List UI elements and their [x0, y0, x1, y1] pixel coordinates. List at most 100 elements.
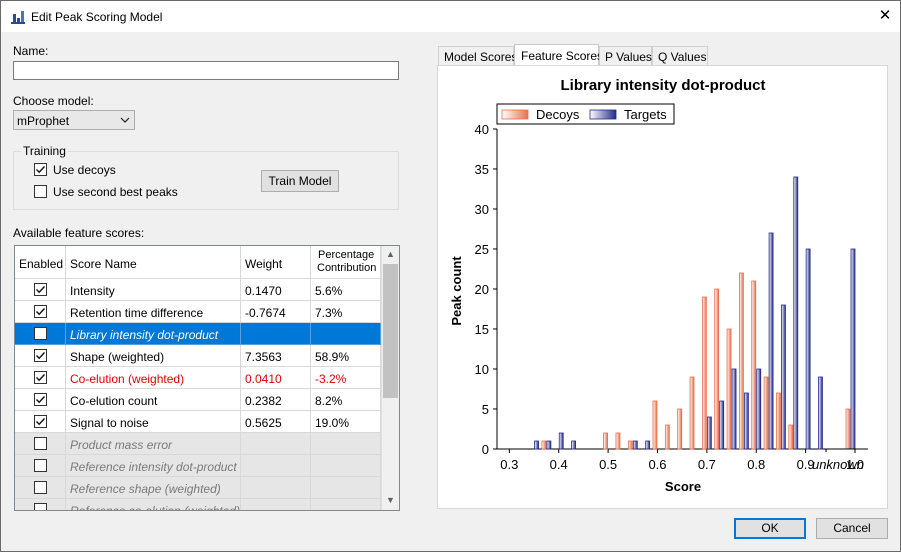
- train-model-button[interactable]: Train Model: [261, 170, 339, 192]
- enabled-checkbox[interactable]: [34, 459, 47, 472]
- enabled-checkbox[interactable]: [34, 437, 47, 450]
- model-label: Choose model:: [13, 94, 94, 108]
- x-tick-label: 0.6: [648, 457, 666, 472]
- targets-bar: [632, 440, 638, 450]
- train-model-button-label: Train Model: [268, 174, 332, 188]
- contribution-text: 8.2%: [315, 394, 343, 408]
- decoys-bar: [652, 400, 658, 450]
- checkmark-icon: [36, 396, 46, 404]
- second-best-label: Use second best peaks: [53, 185, 178, 199]
- name-input[interactable]: [13, 61, 399, 80]
- ok-button[interactable]: OK: [734, 518, 806, 539]
- x-tick-label: 0.8: [747, 457, 765, 472]
- cancel-button[interactable]: Cancel: [816, 518, 888, 539]
- x-tick-label: 0.5: [599, 457, 617, 472]
- features-label: Available feature scores:: [13, 226, 145, 240]
- enabled-cell[interactable]: [15, 367, 66, 389]
- enabled-checkbox[interactable]: [34, 371, 47, 384]
- enabled-cell[interactable]: [15, 499, 66, 510]
- enabled-checkbox[interactable]: [34, 415, 47, 428]
- model-dropdown[interactable]: mProphet: [13, 110, 135, 130]
- score-name-cell: Shape (weighted): [66, 345, 241, 367]
- contribution-cell: [311, 433, 381, 455]
- chevron-down-icon: [120, 117, 130, 123]
- training-group: Training: [13, 144, 399, 210]
- contribution-cell: [311, 323, 381, 345]
- x-tick-label-unknown: unknown: [812, 457, 864, 472]
- scroll-down-icon[interactable]: ▼: [386, 495, 395, 505]
- enabled-cell[interactable]: [15, 301, 66, 323]
- contribution-text: -3.2%: [315, 372, 347, 386]
- contribution-cell: 8.2%: [311, 389, 381, 411]
- legend-box: [496, 103, 675, 125]
- enabled-cell[interactable]: [15, 323, 66, 345]
- weight-text: 7.3563: [245, 350, 282, 364]
- contribution-cell: 19.0%: [311, 411, 381, 433]
- decoys-bar: [751, 280, 757, 450]
- enabled-checkbox[interactable]: [34, 481, 47, 494]
- targets-bar: [546, 440, 552, 450]
- checkmark-icon: [36, 418, 46, 426]
- enabled-checkbox[interactable]: [34, 349, 47, 362]
- targets-bar: [571, 440, 576, 450]
- weight-cell: 7.3563: [241, 345, 311, 367]
- enabled-checkbox[interactable]: [34, 305, 47, 318]
- column-header-score-name[interactable]: Score Name: [66, 246, 241, 279]
- column-header-contribution[interactable]: Percentage Contribution: [311, 246, 381, 279]
- enabled-checkbox[interactable]: [34, 393, 47, 406]
- enabled-cell[interactable]: [15, 389, 66, 411]
- weight-text: 0.0410: [245, 372, 282, 386]
- grid-scrollbar[interactable]: ▲ ▼: [381, 246, 399, 510]
- enabled-checkbox[interactable]: [34, 283, 47, 296]
- window-title: Edit Peak Scoring Model: [31, 10, 163, 24]
- enabled-checkbox[interactable]: [34, 327, 47, 340]
- header-weight-text: Weight: [245, 257, 283, 271]
- y-tick-label: 25: [475, 242, 489, 257]
- close-icon[interactable]: ✕: [878, 7, 892, 24]
- y-tick-label: 30: [475, 202, 489, 217]
- score-name-text: Reference shape (weighted): [70, 482, 221, 496]
- use-decoys-checkbox[interactable]: [34, 163, 47, 176]
- contribution-text: 5.6%: [315, 284, 343, 298]
- targets-bar: [781, 304, 786, 450]
- enabled-checkbox[interactable]: [34, 503, 47, 510]
- enabled-cell[interactable]: [15, 433, 66, 455]
- histogram-chart: Library intensity dot-product 0 5 10 15 20 25 3…: [449, 77, 868, 494]
- tab-feature-scores[interactable]: Feature Scores: [514, 44, 603, 66]
- enabled-cell[interactable]: [15, 279, 66, 301]
- second-best-checkbox[interactable]: [34, 185, 47, 198]
- x-tick-label: 1.0: [846, 457, 864, 472]
- y-axis-label: Peak count: [449, 256, 464, 326]
- feature-scores-grid: Enabled Score Name Weight Percentage Con…: [14, 245, 400, 511]
- enabled-cell[interactable]: [15, 477, 66, 499]
- enabled-cell[interactable]: [15, 345, 66, 367]
- tab-model-scores[interactable]: Model Scores: [438, 46, 517, 65]
- targets-bar: [731, 368, 737, 450]
- score-name-text: Reference intensity dot-product: [70, 460, 237, 474]
- enabled-cell[interactable]: [15, 455, 66, 477]
- ok-button-label: OK: [761, 521, 779, 535]
- weight-text: 0.1470: [245, 284, 282, 298]
- enabled-cell[interactable]: [15, 411, 66, 433]
- score-name-cell: Product mass error: [66, 433, 241, 455]
- training-group-label: Training: [21, 144, 68, 158]
- weight-cell: [241, 455, 311, 477]
- decoys-bar: [788, 424, 794, 450]
- score-name-cell: Library intensity dot-product: [66, 323, 241, 345]
- weight-text: -0.7674: [245, 306, 286, 320]
- column-header-enabled[interactable]: Enabled: [15, 246, 66, 279]
- score-name-text: Reference co-elution (weighted): [70, 504, 241, 511]
- chart-title: Library intensity dot-product: [560, 77, 765, 94]
- tab-p-values[interactable]: P Values: [599, 46, 652, 65]
- scroll-thumb[interactable]: [383, 264, 398, 398]
- x-tick-label: 0.4: [550, 457, 568, 472]
- scroll-up-icon[interactable]: ▲: [386, 249, 395, 259]
- score-name-cell: Co-elution (weighted): [66, 367, 241, 389]
- column-header-weight[interactable]: Weight: [241, 246, 311, 279]
- weight-cell: [241, 477, 311, 499]
- score-name-cell: Reference co-elution (weighted): [66, 499, 241, 511]
- tab-q-values[interactable]: Q Values: [652, 46, 708, 65]
- checkmark-icon: [36, 308, 46, 316]
- score-name-text: Signal to noise: [70, 416, 149, 430]
- y-tick-label: 10: [475, 362, 489, 377]
